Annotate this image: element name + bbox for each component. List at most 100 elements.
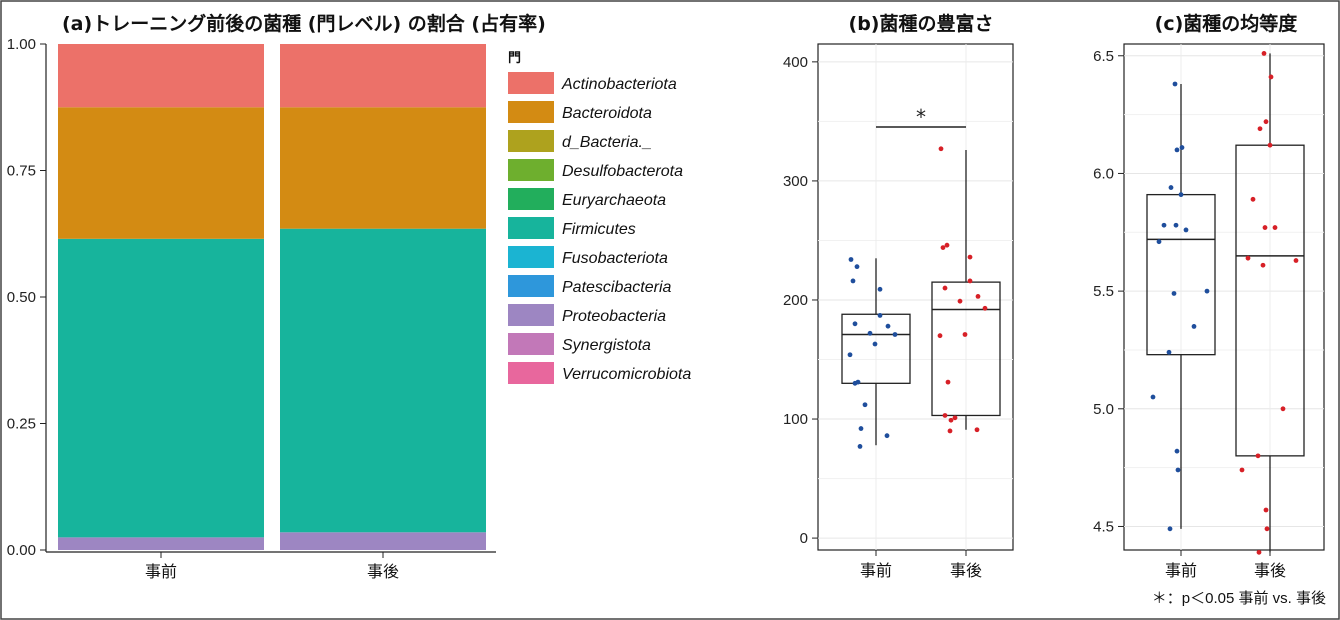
data-point <box>867 330 873 336</box>
data-point <box>854 264 860 270</box>
legend-label: Fusobacteriota <box>562 250 668 267</box>
data-point <box>957 298 963 304</box>
x-tick-label: 事前 <box>1165 561 1197 580</box>
data-point <box>1173 222 1179 228</box>
data-point <box>962 332 968 337</box>
data-point <box>944 242 950 248</box>
panel-b-title: (b)菌種の豊富さ <box>849 12 994 35</box>
legend-swatch <box>508 159 554 181</box>
legend-swatch <box>508 217 554 239</box>
legend: Actinobacteriota Bacteroidota d_Bacteria._… <box>508 72 691 384</box>
x-tick-label: 事前 <box>860 561 892 580</box>
panel-b-grid <box>818 44 1013 550</box>
legend-swatch <box>508 304 554 326</box>
legend-label: Desulfobacterota <box>562 163 683 180</box>
y-tick-label: 0 <box>800 530 808 547</box>
data-point <box>885 323 891 329</box>
y-tick-label: 4.5 <box>1093 518 1114 535</box>
data-point <box>1264 526 1270 532</box>
panel-c-boxes <box>1146 51 1305 555</box>
data-point <box>952 415 958 421</box>
legend-label: Bacteroidota <box>562 105 652 122</box>
legend-title: 門 <box>508 51 521 66</box>
panel-c-title: (c)菌種の均等度 <box>1155 12 1299 35</box>
data-point <box>1172 81 1178 87</box>
x-tick-label: 事後 <box>950 561 982 580</box>
data-point <box>947 428 953 434</box>
data-point <box>1167 526 1173 532</box>
box <box>931 281 1001 417</box>
data-point <box>1267 142 1273 148</box>
legend-swatch <box>508 101 554 123</box>
y-tick-label: 6.0 <box>1093 165 1114 182</box>
y-tick-label: 0.50 <box>7 289 36 306</box>
y-tick-label: 0.00 <box>7 542 36 559</box>
legend-label: Actinobacteriota <box>561 76 677 93</box>
panel-a: (a)トレーニング前後の菌種 (門レベル) の割合 (占有率) 門 事前 事後 0.… <box>7 12 692 581</box>
data-point <box>1280 406 1286 412</box>
y-tick-label: 1.00 <box>7 36 36 53</box>
data-point <box>872 341 878 347</box>
bar-segment <box>280 228 486 533</box>
data-point <box>862 402 868 408</box>
data-point <box>1256 549 1262 555</box>
y-tick-label: 100 <box>783 411 808 428</box>
y-tick-label: 0.25 <box>7 416 36 433</box>
panel-b: (b)菌種の豊富さ 事前 事後 0 100 200 300 400 * <box>783 12 1014 580</box>
data-point <box>967 254 973 260</box>
data-point <box>850 278 856 284</box>
bar-segment <box>58 107 264 239</box>
data-point <box>1262 225 1268 230</box>
data-point <box>852 321 858 327</box>
data-point <box>1293 258 1299 263</box>
panel-a-axes: 事前 事後 0.00 0.25 0.50 0.75 1.00 <box>7 36 496 581</box>
data-point <box>1250 196 1256 202</box>
data-point <box>948 417 954 423</box>
data-point <box>940 245 946 250</box>
data-point <box>1174 147 1180 153</box>
bar-segment <box>280 44 486 108</box>
panel-b-boxes <box>841 146 1001 449</box>
box <box>841 313 911 384</box>
data-point <box>857 444 863 449</box>
data-point <box>1161 222 1167 228</box>
data-point <box>1245 255 1251 261</box>
bar-segment <box>280 107 486 229</box>
stacked-bars <box>58 44 486 550</box>
data-point <box>937 333 943 339</box>
data-point <box>942 285 948 291</box>
data-point <box>1239 467 1245 473</box>
data-point <box>1191 324 1197 329</box>
significance-mark: * <box>916 105 926 129</box>
data-point <box>938 146 944 152</box>
footnote: ＊：p＜0.05 事前 vs. 事後 <box>1152 590 1326 607</box>
data-point <box>945 379 951 385</box>
panel-c-plot-area <box>1123 43 1325 551</box>
y-tick-label: 6.5 <box>1093 48 1114 65</box>
legend-label: Euryarchaeota <box>562 192 666 209</box>
bar-segment <box>58 238 264 538</box>
data-point <box>1268 74 1274 80</box>
panel-c-axes: 事前 事後 4.5 5.0 5.5 6.0 6.5 <box>1093 48 1286 580</box>
data-point <box>1168 185 1174 190</box>
data-point <box>1166 349 1172 355</box>
legend-label: Verrucomicrobiota <box>562 366 691 383</box>
data-point <box>884 433 890 439</box>
data-point <box>975 294 981 299</box>
legend-label: Firmicutes <box>562 221 636 238</box>
y-tick-label: 5.5 <box>1093 283 1114 300</box>
data-point <box>974 427 980 433</box>
legend-label: d_Bacteria._ <box>562 134 652 151</box>
data-point <box>877 286 883 292</box>
data-point <box>1171 291 1177 296</box>
data-point <box>982 305 988 311</box>
data-point <box>1183 227 1189 233</box>
x-tick-label: 事後 <box>367 562 399 581</box>
y-tick-label: 200 <box>783 292 808 309</box>
bar-segment <box>58 44 264 108</box>
data-point <box>1204 288 1210 294</box>
data-point <box>858 426 864 431</box>
data-point <box>847 352 853 358</box>
